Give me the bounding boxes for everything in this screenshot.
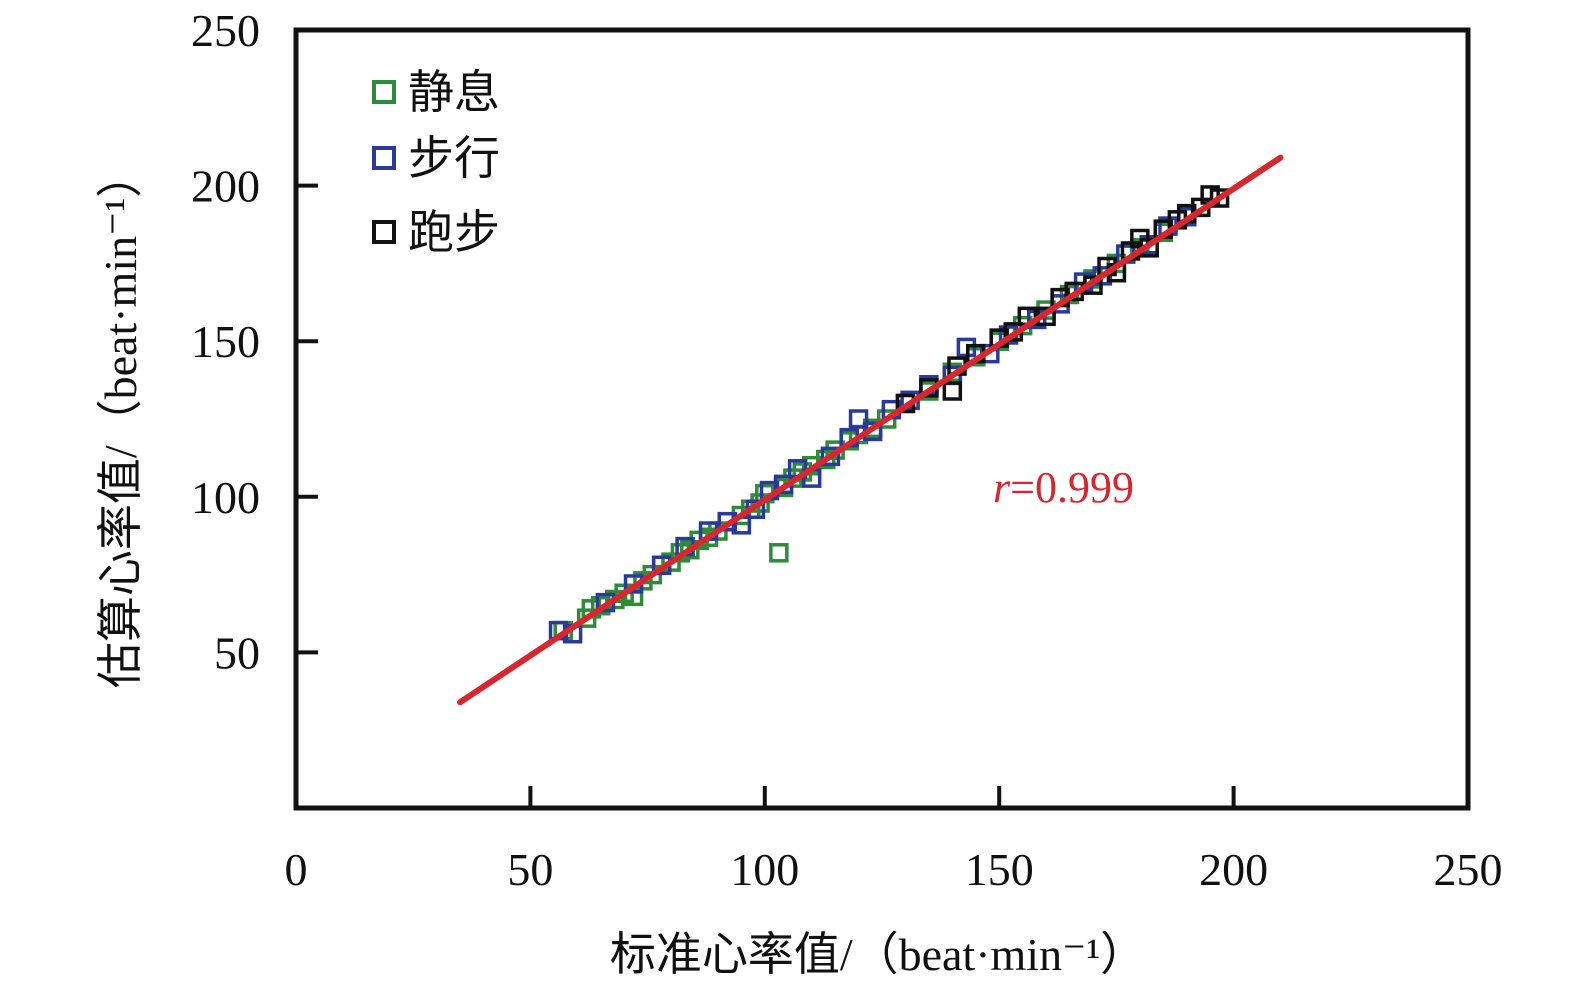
y-tick-label: 50 (214, 627, 260, 678)
correlation-annotation: r=0.999 (993, 463, 1134, 512)
plot-frame (293, 27, 1471, 811)
data-point-series-0 (769, 543, 789, 563)
legend-label-walk: 步行 (408, 133, 500, 184)
legend-marker-walk (372, 146, 396, 170)
x-tick-label: 0 (285, 844, 308, 895)
legend-label-rest: 静息 (408, 67, 500, 118)
y-tick-label: 100 (191, 472, 260, 523)
y-axis-title: 估算心率值/（beat·min⁻¹） (95, 152, 146, 688)
x-tick-label: 250 (1434, 844, 1503, 895)
y-tick-label: 250 (191, 5, 260, 56)
y-tick-label: 150 (191, 316, 260, 367)
data-point-series-1 (848, 409, 869, 429)
correlation-symbol: r (993, 463, 1011, 512)
marks-layer (457, 154, 1284, 706)
x-tick-label: 200 (1199, 844, 1268, 895)
y-tick-label: 200 (191, 161, 260, 212)
legend: 静息 步行 跑步 (372, 67, 500, 258)
ticks-layer: 0 50 100 150 200 250 50 100 150 200 250 (191, 5, 1503, 895)
legend-marker-rest (372, 80, 396, 104)
legend-label-run: 跑步 (408, 207, 500, 258)
x-tick-label: 150 (965, 844, 1034, 895)
correlation-value: =0.999 (1010, 463, 1134, 512)
data-point-series-1 (820, 446, 841, 467)
x-tick-label: 50 (507, 844, 553, 895)
x-tick-label: 100 (730, 844, 799, 895)
regression-line (457, 154, 1284, 706)
data-point-series-2 (942, 381, 963, 401)
legend-marker-run (372, 220, 396, 244)
data-point-series-2 (1209, 188, 1230, 208)
x-axis-title: 标准心率值/（beat·min⁻¹） (610, 929, 1146, 980)
